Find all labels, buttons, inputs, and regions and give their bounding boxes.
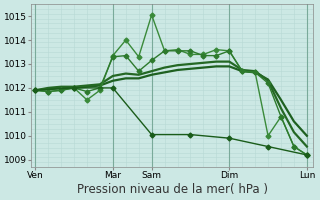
X-axis label: Pression niveau de la mer( hPa ): Pression niveau de la mer( hPa ) (77, 183, 268, 196)
